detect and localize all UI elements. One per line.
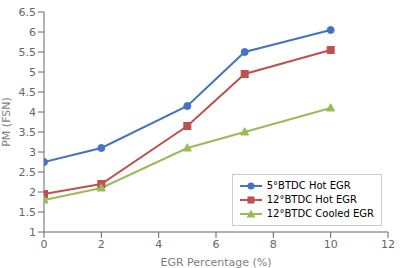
svg-text:6: 6 (29, 26, 36, 39)
svg-text:4: 4 (29, 106, 36, 119)
svg-text:1.5: 1.5 (19, 206, 37, 219)
svg-text:0: 0 (41, 238, 48, 251)
svg-text:EGR Percentage (%): EGR Percentage (%) (160, 256, 271, 268)
svg-text:1: 1 (29, 226, 36, 239)
html-text:12°BTDC Hot EGR: 12°BTDC Hot EGR (266, 194, 358, 205)
svg-text:2.5: 2.5 (19, 166, 37, 179)
svg-text:PM (FSN): PM (FSN) (8, 97, 13, 147)
svg-text:3.5: 3.5 (19, 126, 37, 139)
html-text:12°BTDC Cooled EGR: 12°BTDC Cooled EGR (266, 208, 374, 219)
svg-text:3: 3 (29, 146, 36, 159)
html-text:5°BTDC Hot EGR: 5°BTDC Hot EGR (266, 180, 351, 191)
svg-text:10: 10 (324, 238, 338, 251)
svg-text:5: 5 (29, 66, 36, 79)
svg-text:6.5: 6.5 (19, 6, 37, 19)
svg-text:8: 8 (270, 238, 277, 251)
svg-text:5.5: 5.5 (19, 46, 37, 59)
svg-text:12: 12 (381, 238, 395, 251)
svg-text:2: 2 (98, 238, 105, 251)
svg-text:6: 6 (213, 238, 220, 251)
svg-text:4.5: 4.5 (19, 86, 37, 99)
svg-text:2: 2 (29, 186, 36, 199)
svg-text:4: 4 (155, 238, 162, 251)
